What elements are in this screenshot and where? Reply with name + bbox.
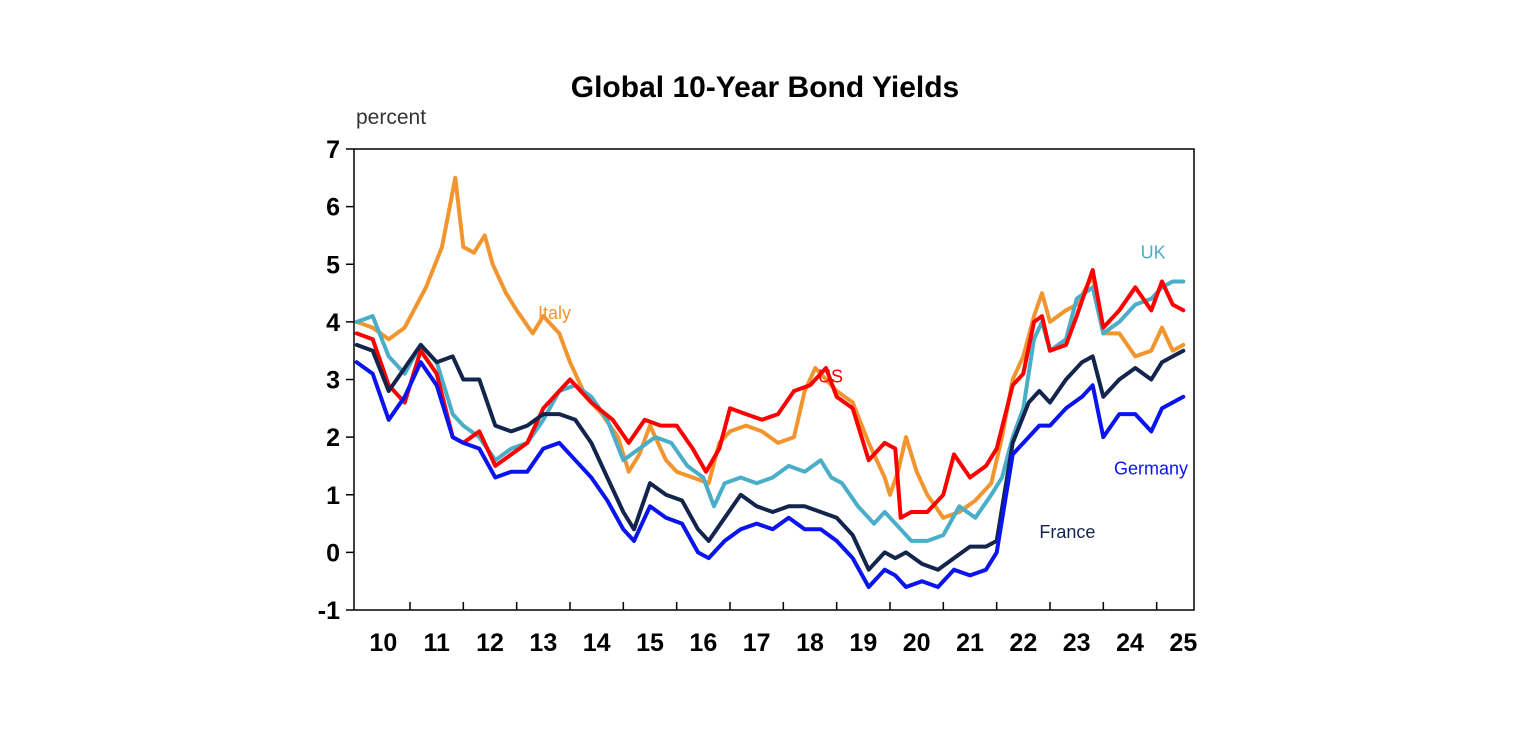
annotation-layer: Italy US UK Germany France	[538, 242, 1188, 541]
chart-title: Global 10-Year Bond Yields	[571, 71, 959, 104]
series-line-germany	[354, 360, 1186, 589]
y-tick-label: 7	[326, 136, 340, 164]
series-line-france	[354, 342, 1186, 572]
series-layer	[354, 175, 1186, 589]
y-tick-label: 2	[326, 424, 340, 452]
x-tick-label: 12	[476, 629, 504, 657]
y-tick-label: -1	[318, 597, 340, 625]
x-tick-label: 18	[796, 629, 824, 657]
x-tick-label: 19	[849, 629, 877, 657]
x-tick-label: 20	[903, 629, 931, 657]
x-tick-label: 11	[423, 629, 450, 657]
series-label-germany: Germany	[1114, 459, 1188, 479]
x-tick-label: 21	[956, 629, 984, 657]
x-tick-label: 10	[369, 629, 397, 657]
x-tick-label: 15	[636, 629, 664, 657]
x-tick-label: 22	[1009, 629, 1037, 657]
y-tick-label: 3	[326, 367, 340, 395]
y-tick-label: 0	[326, 539, 340, 567]
y-tick-label: 1	[326, 482, 340, 510]
x-tick-label: 16	[689, 629, 717, 657]
x-tick-label: 17	[743, 629, 771, 657]
x-tick-label: 14	[583, 629, 611, 657]
x-tick-label: 13	[529, 629, 557, 657]
series-line-italy	[354, 175, 1186, 520]
x-tick-label: 25	[1169, 629, 1197, 657]
y-tick-label: 4	[326, 309, 340, 337]
series-label-us: US	[818, 366, 843, 386]
series-label-uk: UK	[1141, 242, 1166, 262]
series-label-france: France	[1039, 522, 1095, 542]
y-tick-label: 6	[326, 194, 340, 222]
x-tick-label: 24	[1116, 629, 1144, 657]
y-tick-label: 5	[326, 251, 340, 279]
series-line-us	[354, 268, 1186, 520]
y-axis-unit-label: percent	[356, 106, 426, 129]
series-label-italy: Italy	[538, 303, 571, 323]
x-tick-label: 23	[1063, 629, 1091, 657]
series-line-uk	[354, 279, 1186, 543]
